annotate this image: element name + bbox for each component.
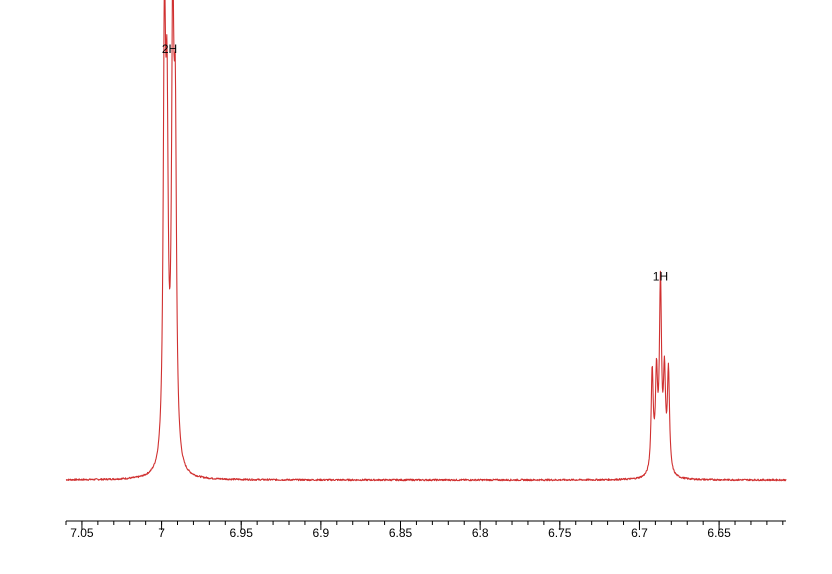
x-tick-label: 6.8 [472, 526, 489, 540]
x-tick-label: 6.65 [707, 526, 731, 540]
spectrum-layer [65, 0, 787, 482]
spectrum-line [65, 0, 787, 482]
x-tick-label: 6.85 [389, 526, 413, 540]
x-tick-label: 6.75 [548, 526, 572, 540]
x-tick-label: 6.7 [631, 526, 648, 540]
x-tick-label: 7.05 [70, 526, 94, 540]
x-tick-label: 6.9 [313, 526, 330, 540]
x-tick-label: 7 [158, 526, 165, 540]
x-axis: 7.05 7 6.95 6.9 6.85 6.8 6.75 6.7 6.65 [65, 520, 786, 540]
peak-annotations: 2H 1H [162, 42, 668, 283]
x-tick-label: 6.95 [230, 526, 254, 540]
peak-integration-label: 2H [162, 42, 177, 56]
peak-integration-label: 1H [653, 269, 668, 283]
